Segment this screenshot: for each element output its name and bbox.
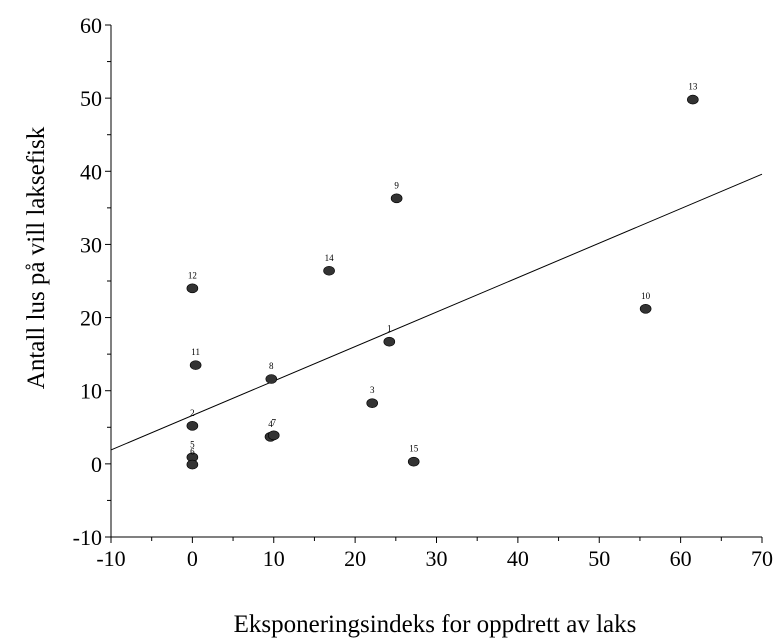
data-point bbox=[323, 265, 335, 276]
point-label: 4 bbox=[268, 419, 273, 429]
data-point bbox=[390, 193, 403, 204]
x-tick-label: 20 bbox=[344, 546, 366, 571]
x-tick-label: 0 bbox=[187, 546, 198, 571]
y-tick-label: 0 bbox=[91, 452, 102, 477]
y-tick-label: 50 bbox=[80, 86, 102, 111]
data-point bbox=[267, 430, 280, 441]
y-tick-label: 30 bbox=[80, 232, 102, 257]
point-label: 14 bbox=[325, 253, 335, 263]
point-label: 7 bbox=[272, 417, 277, 427]
y-tick-label: 60 bbox=[80, 13, 102, 38]
trendline bbox=[110, 173, 763, 451]
y-axis-title: Antall lus på vill laksefisk bbox=[23, 126, 50, 389]
data-point bbox=[383, 336, 396, 347]
point-label: 11 bbox=[191, 347, 200, 357]
data-point bbox=[366, 398, 379, 408]
data-point bbox=[186, 421, 199, 431]
data-points bbox=[186, 94, 699, 470]
x-tick-label: -10 bbox=[96, 546, 125, 571]
data-point bbox=[189, 360, 202, 370]
point-label: 3 bbox=[370, 385, 375, 395]
point-label: 12 bbox=[188, 270, 197, 280]
data-point bbox=[186, 283, 199, 294]
data-point bbox=[687, 94, 699, 105]
x-axis-title: Eksponeringsindeks for oppdrett av laks bbox=[234, 611, 637, 638]
point-label: 2 bbox=[190, 408, 195, 418]
x-tick-label: 40 bbox=[507, 546, 529, 571]
axes bbox=[110, 25, 762, 538]
point-label: 5 bbox=[190, 439, 195, 449]
ticks bbox=[105, 24, 763, 543]
x-tick-label: 30 bbox=[426, 546, 448, 571]
x-tick-label: 10 bbox=[263, 546, 285, 571]
point-label: 1 bbox=[387, 324, 392, 334]
point-label: 10 bbox=[641, 291, 651, 301]
y-tick-label: 20 bbox=[80, 306, 102, 331]
point-label: 15 bbox=[409, 444, 419, 454]
point-label: 13 bbox=[688, 82, 698, 92]
data-point bbox=[186, 459, 199, 470]
data-point bbox=[407, 456, 420, 467]
data-point bbox=[265, 374, 278, 384]
point-label: 8 bbox=[269, 361, 274, 371]
point-label: 6 bbox=[190, 447, 195, 457]
tick-labels: -10 0 10 20 30 40 50 60 70 -10 0 10 20 30 40 50 60 bbox=[73, 13, 773, 571]
point-label: 9 bbox=[394, 180, 399, 190]
y-tick-label: -10 bbox=[73, 525, 102, 550]
x-tick-label: 70 bbox=[751, 546, 773, 571]
y-tick-label: 40 bbox=[80, 159, 102, 184]
y-tick-label: 10 bbox=[80, 379, 102, 404]
x-tick-label: 50 bbox=[588, 546, 610, 571]
data-point bbox=[639, 303, 652, 314]
x-tick-label: 60 bbox=[670, 546, 692, 571]
